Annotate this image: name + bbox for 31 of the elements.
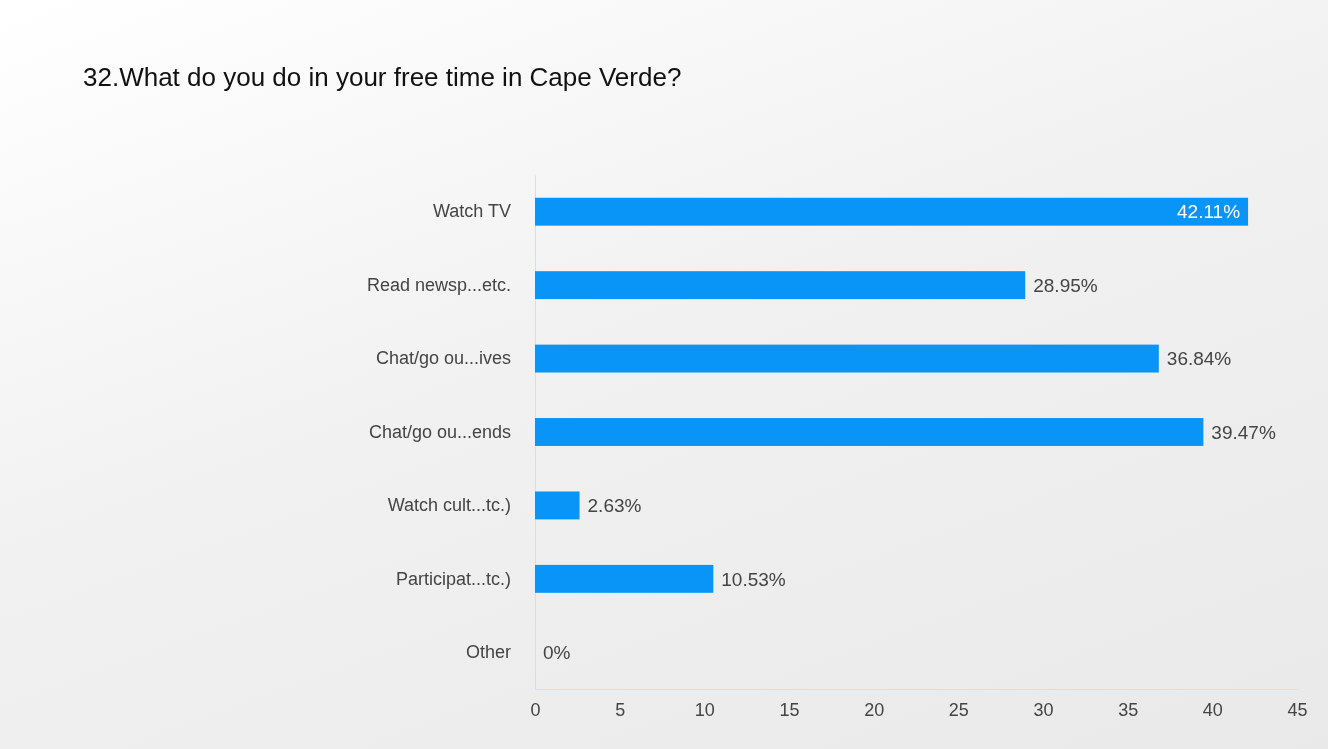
data-label: 39.47%	[1211, 421, 1276, 443]
x-tick-label: 15	[779, 699, 800, 720]
x-tick-label: 10	[694, 699, 715, 720]
bar	[535, 564, 714, 593]
x-tick-label: 30	[1033, 699, 1054, 720]
y-tick-label: Chat/go ou...ives	[375, 348, 511, 369]
x-tick-label: 0	[530, 699, 541, 720]
y-tick-label: Watch cult...tc.)	[387, 495, 511, 516]
x-tick-label: 5	[615, 699, 626, 720]
bar	[535, 418, 1204, 446]
y-tick-label: Watch TV	[432, 201, 511, 222]
x-tick-label: 45	[1287, 699, 1308, 720]
data-label: 10.53%	[721, 568, 786, 590]
y-tick-label: Read newsp...etc.	[366, 274, 511, 295]
data-label: 42.11%	[1177, 201, 1241, 223]
data-label: 0%	[543, 641, 571, 663]
y-tick-label: Participat...tc.)	[395, 568, 511, 589]
bar	[535, 197, 1249, 226]
data-label: 28.95%	[1033, 274, 1098, 296]
x-tick-label: 20	[864, 699, 885, 720]
data-label: 2.63%	[587, 495, 642, 517]
y-tick-label: Other	[465, 642, 511, 663]
y-tick-label: Chat/go ou...ends	[368, 421, 511, 442]
data-label: 36.84%	[1166, 348, 1232, 370]
x-tick-label: 40	[1202, 699, 1223, 720]
x-tick-label: 25	[948, 699, 969, 720]
chart-title: 32.What do you do in your free time in Cape Verde?	[83, 62, 682, 92]
x-tick-label: 35	[1118, 699, 1139, 720]
bar	[535, 271, 1026, 300]
bar	[535, 344, 1159, 373]
bar	[535, 491, 580, 520]
